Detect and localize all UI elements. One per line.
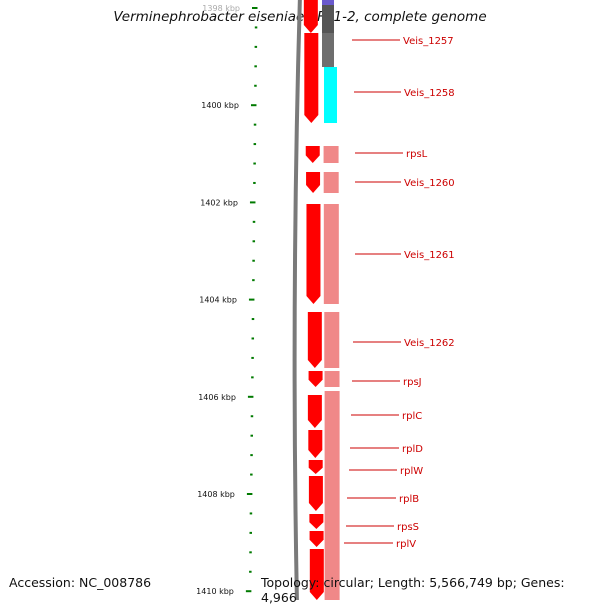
gene-label[interactable]: rplC — [402, 411, 422, 422]
scale-label: 1408 kbp — [197, 490, 235, 499]
gene-label[interactable]: Veis_1258 — [404, 88, 455, 99]
cds-arrow — [306, 204, 321, 304]
gene-label[interactable]: rplV — [396, 539, 416, 550]
gc-track — [322, 0, 340, 600]
scale-label: 1404 kbp — [199, 296, 237, 305]
scale-labels: 1398 kbp 1400 kbp 1402 kbp 1404 kbp 1406 kbp… — [196, 4, 240, 596]
scale-label: 1398 kbp — [202, 4, 240, 13]
scale-label: 1410 kbp — [196, 587, 234, 596]
gc-segment — [323, 204, 339, 304]
gene-label[interactable]: rplD — [402, 444, 423, 455]
cds-arrow — [309, 514, 324, 529]
cds-arrow — [306, 172, 321, 193]
topology-text: Topology: circular; Length: 5,566,749 bp… — [261, 575, 565, 605]
gc-segment — [323, 146, 339, 163]
gc-segment — [324, 312, 340, 368]
gene-label[interactable]: rplB — [399, 494, 419, 505]
gc-segment — [324, 67, 337, 123]
backbone-track — [292, 0, 302, 600]
scale-label: 1402 kbp — [200, 198, 238, 207]
gc-segment — [324, 391, 340, 600]
cds-arrow — [308, 460, 323, 474]
scale-ticks — [245, 7, 258, 593]
gc-segment — [323, 172, 339, 193]
gene-label[interactable]: Veis_1260 — [404, 178, 455, 189]
cds-arrow — [308, 371, 323, 387]
scale-label: 1406 kbp — [198, 393, 236, 402]
cds-arrow — [305, 146, 320, 163]
gene-label[interactable]: Veis_1262 — [404, 338, 455, 349]
gene-label[interactable]: rpsS — [397, 522, 419, 533]
cds-arrow — [303, 0, 318, 33]
cds-arrow — [307, 312, 322, 368]
cds-arrow — [308, 430, 323, 458]
label-lines — [344, 39, 403, 544]
gene-label[interactable]: Veis_1257 — [403, 36, 454, 47]
gene-label[interactable]: rpsL — [406, 149, 428, 160]
cds-arrow — [309, 549, 324, 600]
gene-label[interactable]: rpsJ — [403, 377, 422, 388]
cds-track — [303, 0, 324, 600]
gc-segment — [322, 33, 334, 67]
cds-arrow — [304, 33, 319, 123]
cds-arrow — [307, 395, 322, 428]
cds-arrow — [308, 476, 323, 511]
gc-segment — [322, 0, 334, 5]
gc-segment — [322, 0, 334, 33]
scale-label: 1400 kbp — [201, 101, 239, 110]
gene-labels: Veis_1257 Veis_1258 rpsL Veis_1260 Veis_1261… — [396, 36, 455, 550]
backbone-line — [292, 0, 302, 600]
gene-label[interactable]: rplW — [400, 466, 423, 477]
gene-label[interactable]: Veis_1261 — [404, 250, 455, 261]
cds-arrow — [309, 531, 324, 547]
gc-segment — [324, 371, 340, 387]
accession-text: Accession: NC_008786 — [9, 575, 152, 590]
